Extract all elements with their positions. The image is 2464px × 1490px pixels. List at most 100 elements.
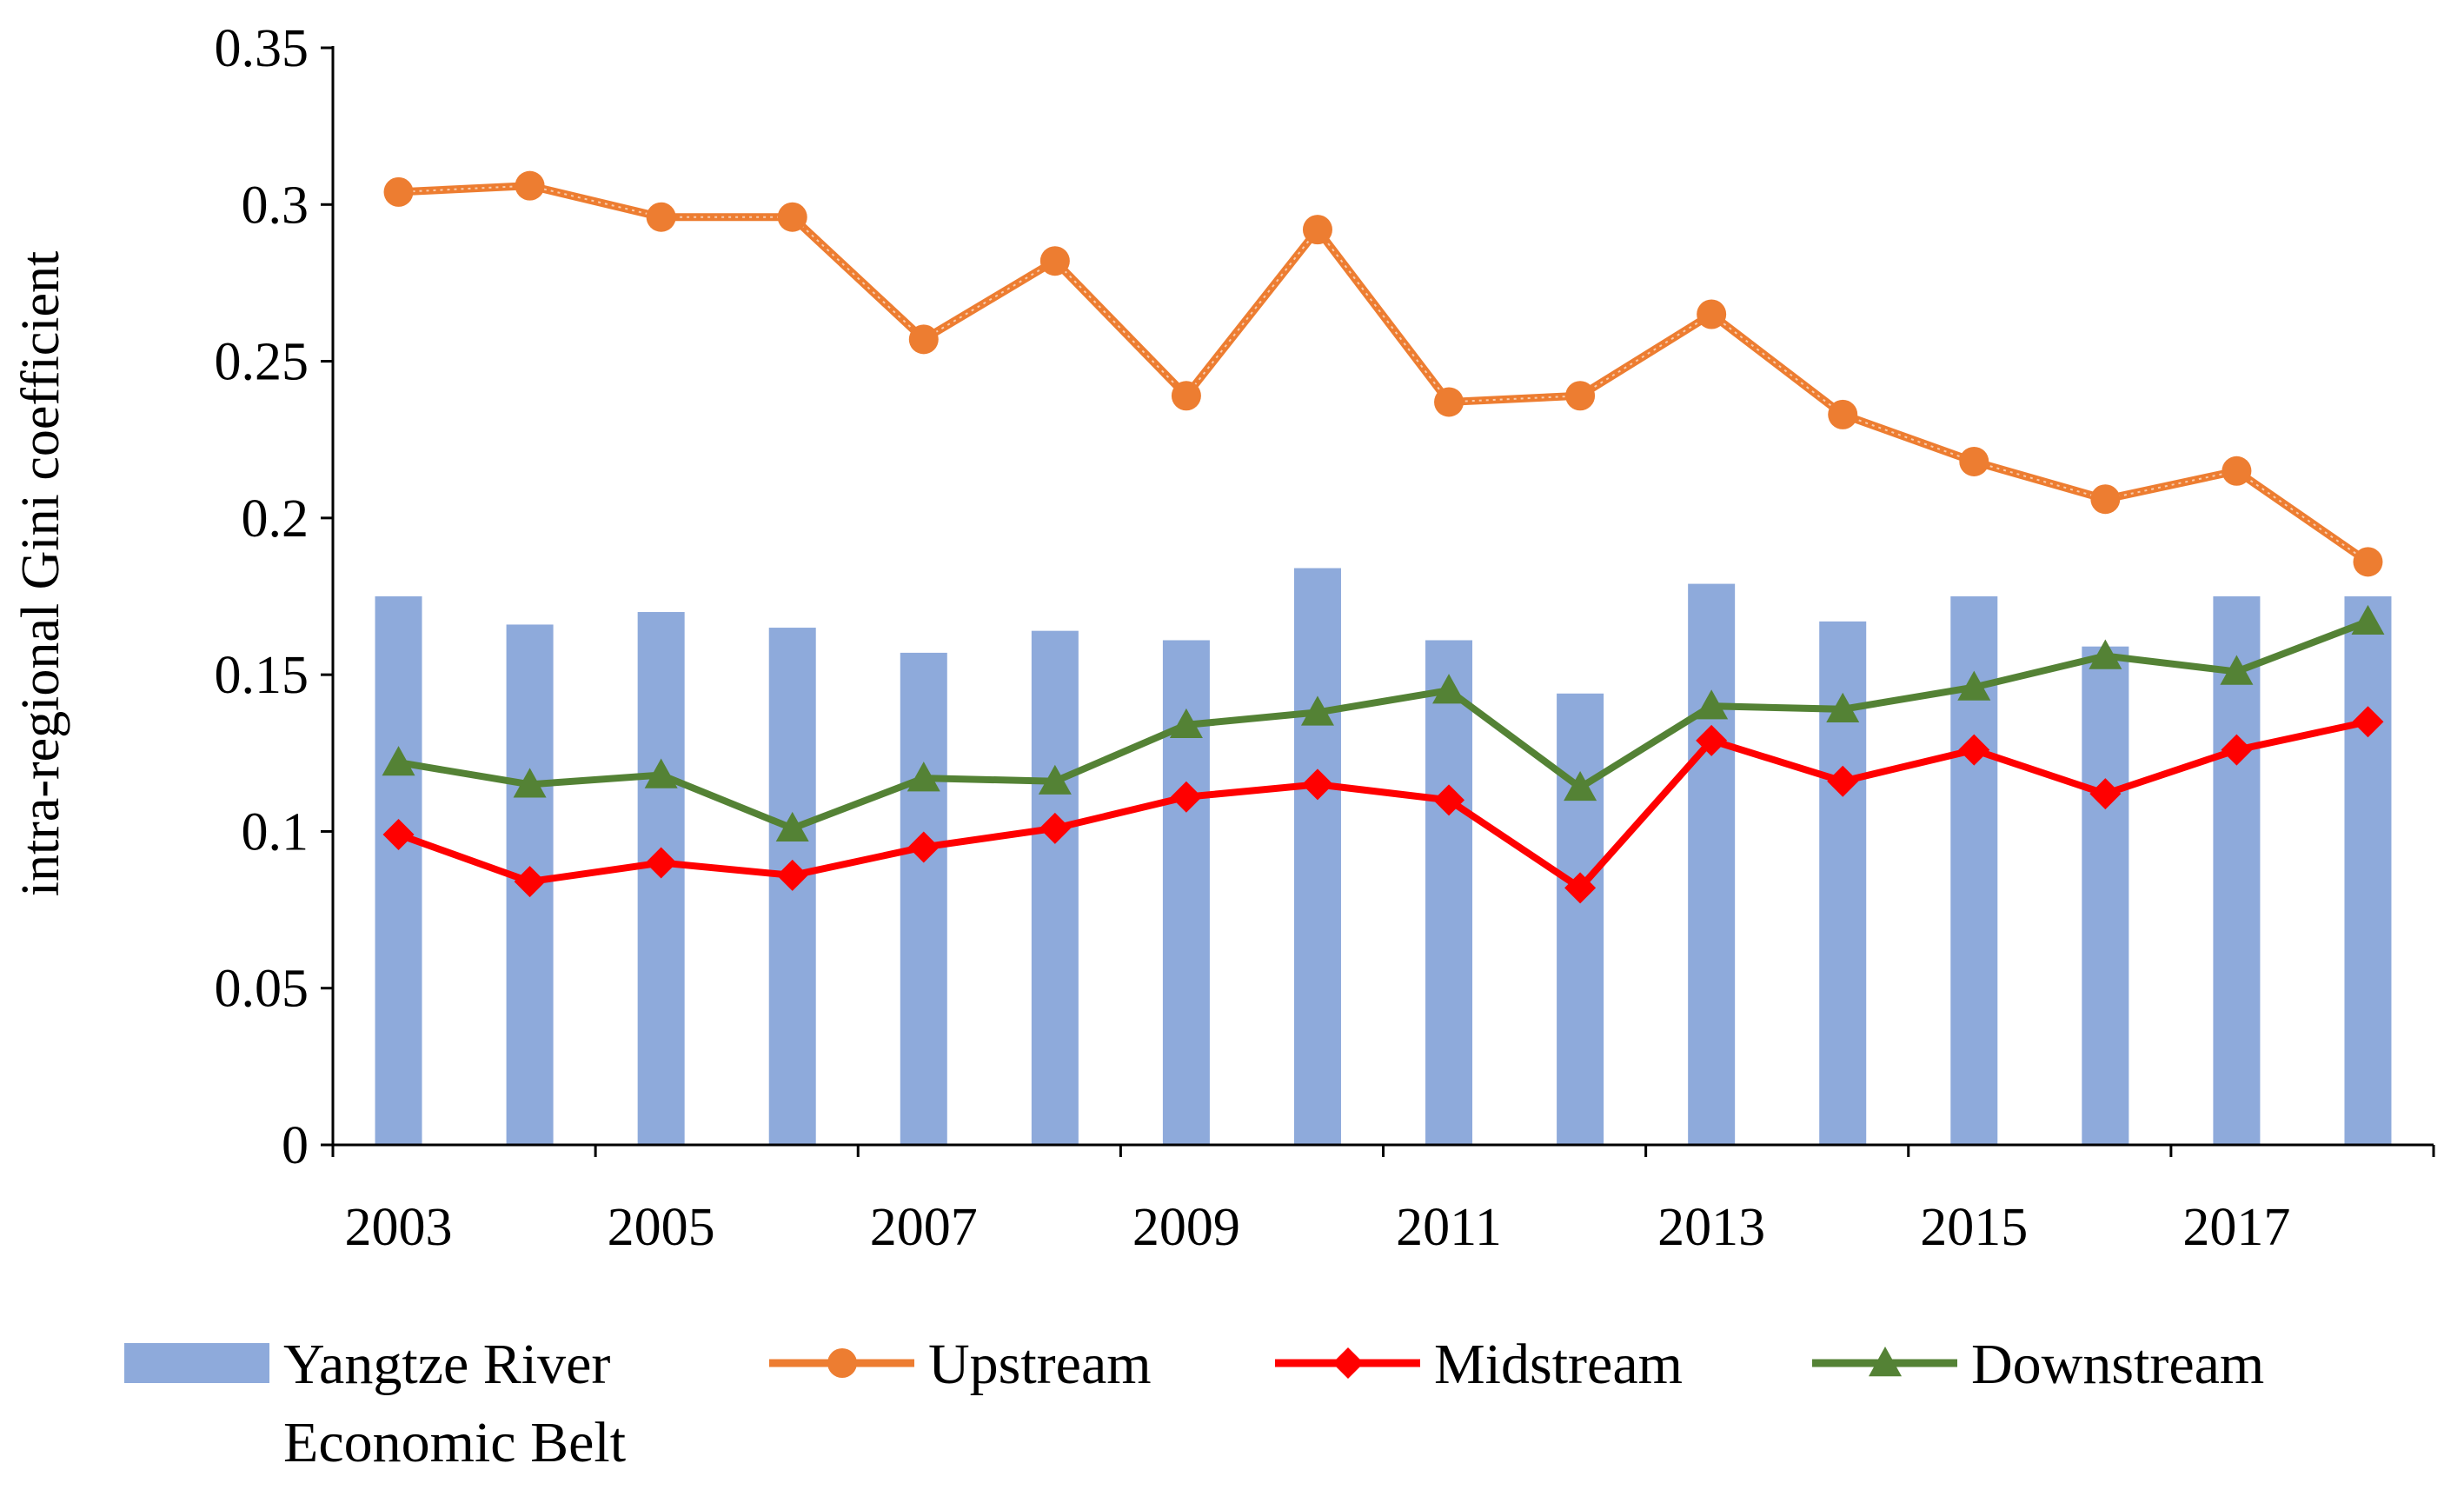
point-2011 — [1434, 387, 1464, 417]
bar-series-group — [375, 568, 2392, 1145]
series-downstream — [382, 604, 2385, 842]
y-tick-label: 0.1 — [242, 802, 309, 861]
point-2006 — [775, 811, 809, 842]
legend-item-yangtze: Yangtze River Economic Belt — [124, 1333, 626, 1474]
point-2003 — [383, 176, 414, 207]
legend-swatch-marker — [827, 1348, 857, 1378]
point-2010 — [1302, 215, 1332, 245]
x-tick-label: 2015 — [1920, 1198, 2028, 1257]
point-2013 — [1696, 724, 1728, 756]
point-2010 — [1301, 768, 1333, 801]
legend: Yangtze River Economic Belt Upstream Midstr… — [124, 1333, 2264, 1474]
point-2009 — [1169, 708, 1203, 739]
bar-2016 — [2082, 646, 2129, 1145]
legend-item-midstream: Midstream — [1275, 1333, 1683, 1396]
point-2016 — [2089, 639, 2122, 669]
point-2012 — [1564, 872, 1597, 904]
bar-2013 — [1688, 583, 1736, 1145]
y-tick-label: 0.3 — [242, 176, 309, 235]
point-2014 — [1826, 692, 1860, 723]
point-2006 — [776, 859, 808, 891]
y-tick-label: 0.05 — [215, 960, 309, 1019]
point-2013 — [1697, 299, 1727, 329]
y-tick-label: 0.35 — [215, 19, 309, 78]
point-2010 — [1300, 695, 1334, 726]
y-tick-label: 0.15 — [215, 646, 309, 705]
point-2012 — [1565, 381, 1596, 411]
point-2018 — [2351, 604, 2385, 635]
tick-group: 0 0.05 0.1 0.15 0.2 0.25 0.3 0.35 2003 2005 2007 20… — [215, 19, 2435, 1257]
y-tick-label: 0 — [282, 1116, 309, 1175]
series-upstream — [383, 170, 2383, 577]
bar-2008 — [1031, 630, 1079, 1145]
point-2017 — [2221, 734, 2253, 766]
point-2005 — [645, 847, 677, 879]
point-2018 — [2352, 706, 2384, 738]
series-line — [397, 718, 2369, 893]
x-tick-label: 2011 — [1396, 1198, 1502, 1257]
series-midstream — [382, 706, 2384, 904]
point-2004 — [513, 768, 547, 798]
x-tick-label: 2017 — [2182, 1198, 2290, 1257]
x-tick-label: 2007 — [870, 1198, 978, 1257]
legend-label: Yangtze River — [283, 1333, 610, 1396]
bar-2010 — [1293, 568, 1341, 1145]
point-2009 — [1170, 781, 1202, 813]
point-2008 — [1039, 812, 1071, 844]
point-2005 — [646, 202, 676, 232]
point-2014 — [1828, 399, 1858, 429]
x-tick-label: 2005 — [608, 1198, 715, 1257]
legend-label: Upstream — [928, 1333, 1152, 1396]
x-tick-label: 2013 — [1657, 1198, 1765, 1257]
series-line — [397, 618, 2369, 833]
bar-2003 — [375, 596, 422, 1145]
point-2005 — [644, 758, 678, 788]
point-2004 — [515, 170, 545, 201]
x-tick-label: 2003 — [345, 1198, 453, 1257]
series-line-pattern — [398, 184, 2369, 563]
legend-swatch-marker — [1869, 1347, 1902, 1377]
point-2008 — [1038, 764, 1072, 795]
point-2006 — [777, 202, 807, 232]
line-series-group — [382, 170, 2385, 904]
series-line — [398, 182, 2371, 566]
point-2007 — [907, 762, 940, 792]
bar-2018 — [2344, 596, 2392, 1145]
point-2009 — [1171, 381, 1201, 411]
point-2012 — [1564, 770, 1597, 802]
point-2007 — [907, 831, 940, 863]
point-2007 — [908, 324, 939, 355]
point-2004 — [514, 866, 546, 898]
point-2008 — [1039, 246, 1070, 276]
point-2014 — [1827, 765, 1859, 797]
bar-2012 — [1557, 693, 1604, 1145]
y-axis-title: intra-regional Gini coefficient — [11, 251, 70, 897]
legend-label: Downstream — [1971, 1333, 2264, 1396]
point-2011 — [1433, 784, 1465, 816]
point-2017 — [2222, 456, 2252, 486]
y-tick-label: 0.25 — [215, 333, 309, 392]
x-tick-label: 2009 — [1132, 1198, 1240, 1257]
legend-swatch-marker — [1332, 1347, 1364, 1379]
point-2013 — [1695, 689, 1729, 720]
point-2018 — [2353, 547, 2383, 577]
point-2015 — [1959, 446, 1989, 476]
legend-label: Midstream — [1434, 1333, 1683, 1396]
legend-label: Economic Belt — [283, 1411, 626, 1474]
point-2015 — [1957, 670, 1991, 701]
legend-item-downstream: Downstream — [1812, 1333, 2264, 1396]
legend-swatch — [124, 1343, 269, 1383]
point-2015 — [1958, 734, 1990, 766]
bar-2005 — [637, 612, 685, 1145]
legend-item-upstream: Upstream — [769, 1333, 1152, 1396]
point-2003 — [382, 819, 415, 851]
point-2016 — [2090, 484, 2121, 515]
bar-2007 — [900, 652, 947, 1145]
point-2017 — [2220, 655, 2254, 685]
y-tick-label: 0.2 — [242, 489, 309, 549]
bar-2011 — [1425, 640, 1473, 1145]
point-2016 — [2089, 778, 2122, 810]
point-2011 — [1432, 674, 1466, 704]
point-2003 — [382, 746, 415, 776]
